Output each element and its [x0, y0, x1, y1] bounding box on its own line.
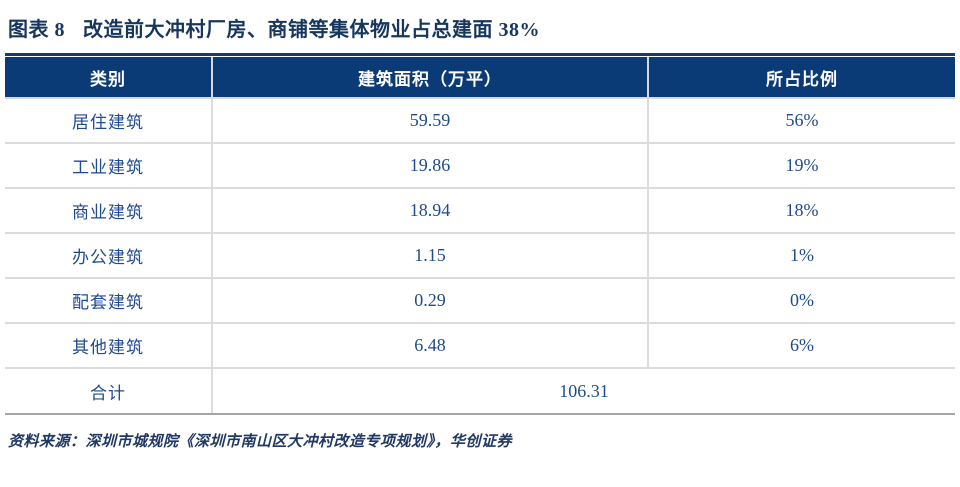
cell-total-value: 106.31: [211, 368, 955, 413]
column-header-share: 所占比例: [647, 57, 955, 99]
table-header-row: 类别 建筑面积（万平） 所占比例: [5, 57, 955, 99]
cell-category: 配套建筑: [5, 278, 212, 324]
column-header-category: 类别: [5, 57, 212, 99]
cell-category: 其他建筑: [5, 323, 212, 369]
cell-category: 办公建筑: [5, 233, 212, 279]
cell-area: 59.59: [211, 98, 648, 144]
column-header-area: 建筑面积（万平）: [211, 57, 648, 99]
data-table: 类别 建筑面积（万平） 所占比例 居住建筑 59.59 56% 工业建筑 19.…: [5, 57, 955, 413]
cell-category: 居住建筑: [5, 98, 212, 144]
table-total-row: 合计 106.31: [5, 368, 955, 413]
source-note: 资料来源：深圳市城规院《深圳市南山区大冲村改造专项规划》，华创证券: [8, 434, 513, 450]
cell-area: 1.15: [211, 233, 648, 279]
table-row: 居住建筑 59.59 56%: [5, 98, 955, 144]
table-row: 其他建筑 6.48 6%: [5, 323, 955, 369]
cell-area: 19.86: [211, 143, 648, 189]
figure-caption: 改造前大冲村厂房、商铺等集体物业占总建面 38%: [83, 19, 540, 41]
cell-share: 18%: [647, 188, 955, 234]
figure-title: 图表 8 改造前大冲村厂房、商铺等集体物业占总建面 38%: [0, 0, 960, 42]
cell-area: 0.29: [211, 278, 648, 324]
cell-category: 商业建筑: [5, 188, 212, 234]
figure-label: 图表 8: [8, 19, 65, 41]
cell-share: 1%: [647, 233, 955, 279]
table-row: 配套建筑 0.29 0%: [5, 278, 955, 324]
cell-share: 0%: [647, 278, 955, 324]
cell-category: 工业建筑: [5, 143, 212, 189]
table-row: 办公建筑 1.15 1%: [5, 233, 955, 279]
data-table-wrapper: 类别 建筑面积（万平） 所占比例 居住建筑 59.59 56% 工业建筑 19.…: [5, 53, 955, 415]
cell-share: 6%: [647, 323, 955, 369]
cell-share: 19%: [647, 143, 955, 189]
cell-share: 56%: [647, 98, 955, 144]
cell-area: 18.94: [211, 188, 648, 234]
cell-area: 6.48: [211, 323, 648, 369]
table-row: 工业建筑 19.86 19%: [5, 143, 955, 189]
cell-total-label: 合计: [90, 383, 126, 403]
table-row: 商业建筑 18.94 18%: [5, 188, 955, 234]
